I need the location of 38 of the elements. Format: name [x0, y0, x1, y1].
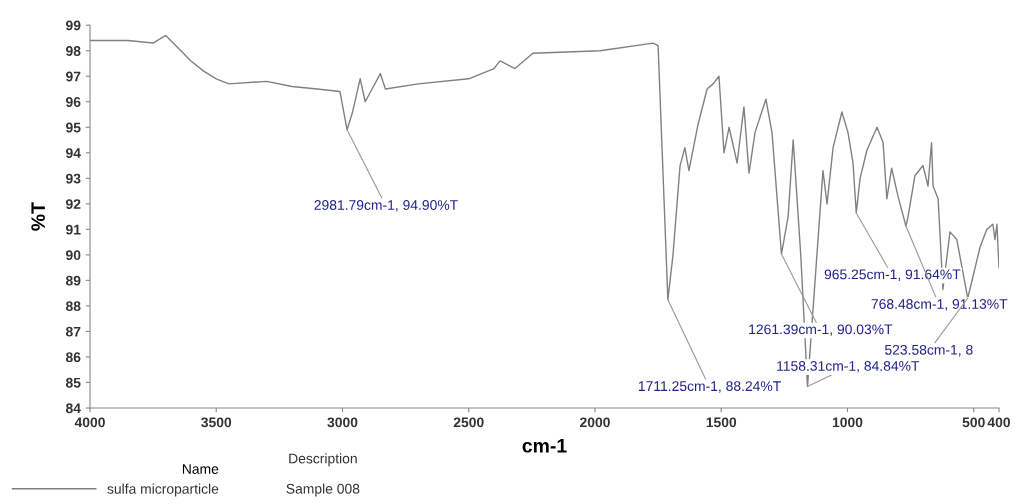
annotation: 1158.31cm-1, 84.84%T	[777, 361, 920, 373]
annotation: 523.58cm-1, 8	[884, 344, 973, 357]
text: Sample 008	[286, 483, 360, 497]
y-tick-label: 88	[65, 301, 81, 312]
legend-title: Name	[182, 464, 219, 474]
y-tick-label: 98	[66, 46, 81, 56]
x-tick-label: 400	[987, 417, 1010, 428]
annotation: 2981.79cm-1, 94.90%T	[314, 200, 458, 212]
x-tick-label: 1500	[706, 417, 737, 428]
y-tick-label: 97	[66, 71, 81, 82]
y-tick-label: 92	[66, 199, 81, 209]
y-axis-title: %T	[31, 202, 45, 231]
x-tick-label: 500	[962, 417, 985, 428]
x-tick-label: 3500	[201, 417, 232, 428]
x-tick-label: 4000	[74, 417, 105, 428]
annotation: 768.48cm-1, 91.13%T	[871, 299, 1008, 311]
y-tick-label: 96	[66, 97, 81, 107]
y-tick-label: 87	[65, 326, 81, 337]
x-axis-title: cm-1	[522, 439, 567, 453]
annotation: 1261.39cm-1, 90.03%T	[749, 324, 893, 336]
x-tick-label: 2000	[580, 417, 610, 428]
y-tick-label: 93	[66, 173, 81, 184]
x-tick-label: 1000	[832, 417, 863, 428]
annotation: 965.25cm-1, 91.64%T	[824, 269, 961, 281]
y-tick-label: 94	[66, 148, 81, 158]
y-tick-label: 86	[65, 352, 81, 363]
y-tick-label: 95	[66, 122, 81, 133]
x-tick-label: 3000	[327, 417, 358, 428]
y-tick-label: 89	[65, 275, 81, 286]
y-tick-label: 90	[66, 250, 81, 261]
text: Description	[289, 453, 357, 467]
text: sulfa microparticle	[107, 483, 219, 497]
y-tick-label: 91	[66, 224, 81, 235]
y-tick-label: 85	[65, 377, 81, 388]
y-tick-label: 99	[66, 20, 81, 31]
x-tick-label: 2500	[453, 417, 484, 428]
annotation: 1711.25cm-1, 88.24%T	[638, 381, 781, 393]
y-tick-label: 84	[65, 403, 81, 414]
